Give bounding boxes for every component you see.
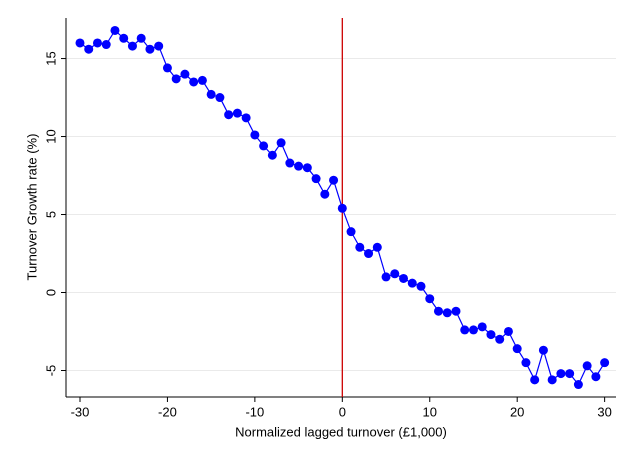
x-tick-label: -30 [71, 404, 90, 419]
data-point [346, 227, 356, 237]
data-point [241, 113, 251, 123]
data-point [119, 33, 129, 43]
data-point [162, 63, 172, 73]
data-point [591, 372, 601, 382]
data-point [460, 325, 470, 335]
data-point [320, 189, 330, 199]
data-point [512, 344, 522, 354]
data-point [600, 358, 610, 368]
data-point [171, 74, 181, 84]
data-point [101, 40, 111, 50]
data-point [442, 308, 452, 318]
data-point [189, 77, 199, 87]
data-point [285, 158, 295, 168]
data-point [329, 175, 339, 185]
x-tick-label: 30 [597, 404, 611, 419]
data-point [425, 294, 435, 304]
data-point [259, 141, 269, 151]
data-point [84, 44, 94, 54]
data-point [232, 108, 242, 118]
y-tick-label: 0 [43, 289, 58, 296]
data-point [136, 33, 146, 43]
x-tick-label: -10 [245, 404, 264, 419]
data-point [468, 325, 478, 335]
data-point [399, 273, 409, 283]
data-point [364, 249, 374, 259]
data-point [197, 75, 207, 85]
data-point [372, 242, 382, 252]
data-point [224, 110, 234, 120]
data-point [267, 150, 277, 160]
y-tick-label: 5 [43, 211, 58, 218]
data-point [355, 242, 365, 252]
data-point [538, 345, 548, 355]
y-tick-label: -5 [43, 365, 58, 377]
x-tick-label: -20 [158, 404, 177, 419]
x-tick-label: 0 [339, 404, 346, 419]
y-axis-title: Turnover Growth rate (%) [24, 134, 39, 281]
y-tick-label: 15 [43, 51, 58, 65]
data-point [573, 380, 583, 390]
data-point [477, 322, 487, 332]
data-point [92, 38, 102, 48]
x-tick-label: 10 [423, 404, 437, 419]
data-point [433, 306, 443, 316]
data-point [521, 358, 531, 368]
data-point [407, 278, 417, 288]
data-point [381, 272, 391, 282]
x-axis-title: Normalized lagged turnover (£1,000) [235, 424, 447, 439]
data-point [530, 375, 540, 385]
y-tick-label: 10 [43, 129, 58, 143]
data-point [154, 41, 164, 51]
data-point [127, 41, 137, 51]
data-point [250, 130, 260, 140]
data-point [215, 93, 225, 103]
data-point [145, 44, 155, 54]
data-point [565, 369, 575, 379]
data-point [311, 174, 321, 184]
data-point [110, 25, 120, 35]
data-point [206, 89, 216, 99]
data-point [582, 361, 592, 371]
data-point [416, 281, 426, 291]
data-point [390, 269, 400, 279]
data-point [294, 161, 304, 171]
data-point [75, 38, 85, 48]
data-point [302, 163, 312, 173]
data-point [451, 306, 461, 316]
data-point [486, 330, 496, 340]
data-point [276, 138, 286, 148]
data-point [337, 203, 347, 213]
data-point [556, 369, 566, 379]
data-point [180, 69, 190, 79]
data-point [503, 326, 513, 336]
x-tick-label: 20 [510, 404, 524, 419]
data-point [547, 375, 557, 385]
data-point [495, 334, 505, 344]
